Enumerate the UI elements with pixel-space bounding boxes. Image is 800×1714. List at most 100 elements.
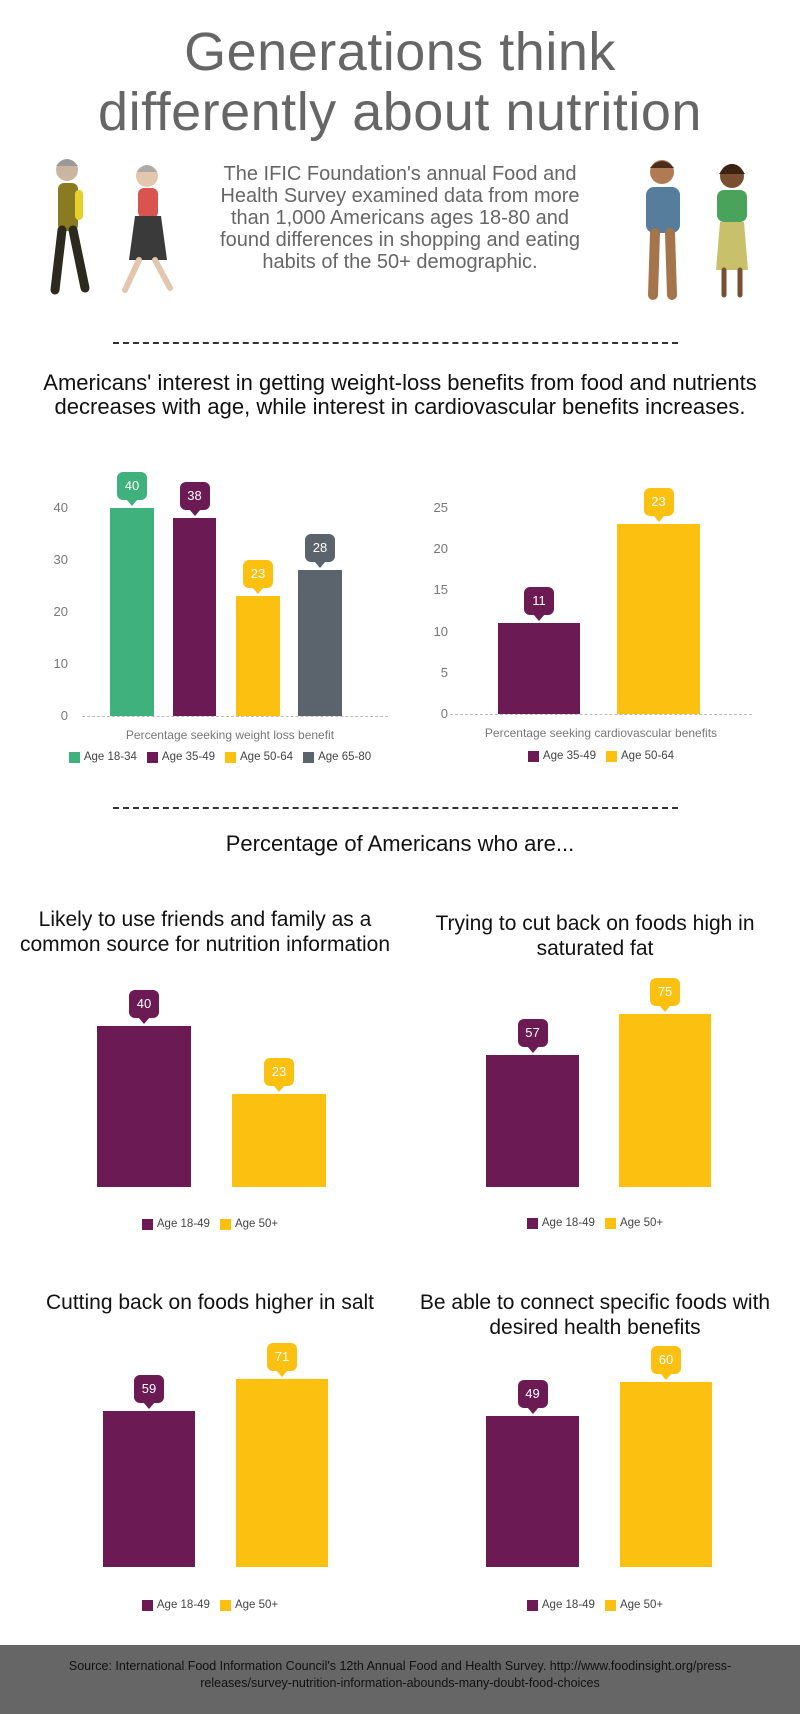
- legend-item: Age 50+: [604, 1217, 664, 1229]
- legend-label: Age 50+: [619, 1217, 664, 1229]
- x-axis-label: Percentage seeking weight loss benefit: [125, 728, 335, 742]
- legend-item: Age 50+: [219, 1599, 279, 1611]
- title-line-2: differently about nutrition: [98, 82, 702, 142]
- legend-label: Age 50-64: [240, 751, 294, 763]
- legend-swatch: [604, 1599, 616, 1611]
- data-label: 75: [650, 977, 680, 1012]
- bar: [97, 1025, 191, 1187]
- data-label: 71: [267, 1342, 297, 1377]
- legend-swatch: [219, 1218, 231, 1230]
- section1-heading: Americans' interest in getting weight-lo…: [43, 370, 757, 419]
- bar: [486, 1416, 579, 1567]
- legend-item: Age 35-49: [527, 750, 596, 762]
- bar: [619, 1013, 711, 1187]
- legend-item: Age 50-64: [606, 750, 674, 762]
- legend-item: Age 65-80: [303, 751, 371, 763]
- legend: Age 18-49 Age 50+: [410, 1599, 780, 1611]
- legend-item: Age 50-64: [225, 751, 293, 763]
- divider: [113, 342, 678, 344]
- source-text: Source: International Food Information C…: [68, 1659, 732, 1690]
- y-tick-label: 30: [53, 552, 68, 567]
- data-label: 11: [524, 587, 554, 622]
- bar: [110, 508, 154, 716]
- legend-swatch: [146, 751, 158, 763]
- y-tick-label: 5: [440, 664, 448, 680]
- legend-swatch: [604, 1217, 616, 1229]
- legend-swatch: [606, 750, 617, 762]
- legend-swatch: [225, 751, 236, 763]
- legend: Age 18-49 Age 50+: [20, 1599, 400, 1611]
- legend: Age 18-49 Age 50+: [410, 1217, 780, 1229]
- intro-text: The IFIC Foundation's annual Food and He…: [220, 163, 580, 273]
- footer: Source: International Food Information C…: [0, 1645, 800, 1714]
- bar: [620, 1382, 712, 1567]
- legend-label: Age 50+: [234, 1218, 279, 1230]
- data-label: 40: [117, 472, 147, 506]
- bar: [232, 1094, 326, 1187]
- data-label: 23: [264, 1058, 294, 1093]
- legend-swatch: [526, 1217, 538, 1229]
- legend-label: Age 18-49: [156, 1599, 210, 1611]
- older-couple-illustration: [50, 159, 173, 295]
- legend-label: Age 35-49: [542, 750, 596, 762]
- legend-label: Age 35-49: [161, 751, 215, 763]
- legend-swatch: [141, 1599, 153, 1611]
- title-line-1: Generations think: [184, 22, 616, 82]
- y-tick-label: 0: [60, 708, 68, 723]
- legend-item: Age 18-49: [526, 1599, 595, 1611]
- x-axis-label: Percentage seeking cardiovascular benefi…: [484, 726, 718, 740]
- legend-swatch: [303, 751, 315, 763]
- legend-label: Age 18-49: [541, 1599, 595, 1611]
- bar: [498, 623, 580, 714]
- legend-label: Age 50+: [234, 1599, 279, 1611]
- data-label: 28: [305, 534, 335, 569]
- legend-item: Age 18-49: [526, 1217, 595, 1229]
- data-label: 59: [134, 1374, 164, 1409]
- legend: Age 35-49 Age 50-64: [450, 750, 752, 762]
- divider: [113, 807, 678, 809]
- y-tick-label: 20: [53, 604, 68, 619]
- y-tick-label: 10: [53, 656, 68, 671]
- y-tick-label: 0: [440, 706, 448, 721]
- bar: [617, 524, 700, 714]
- legend-item: Age 18-49: [141, 1218, 210, 1230]
- data-label: 40: [129, 989, 159, 1024]
- legend-label: Age 18-49: [541, 1217, 595, 1229]
- bar: [236, 596, 280, 716]
- bar: [486, 1055, 579, 1187]
- chart-title: Cutting back on foods higher in salt: [45, 1291, 375, 1314]
- baseline: [450, 714, 752, 715]
- legend-label: Age 65-80: [318, 751, 372, 763]
- legend-item: Age 18-34: [68, 751, 137, 763]
- legend: Age 18-34 Age 35-49 Age 50-64 Age 65-80: [40, 751, 400, 763]
- bar: [236, 1378, 328, 1567]
- legend-label: Age 18-34: [83, 751, 137, 763]
- legend-swatch: [68, 751, 80, 763]
- baseline: [82, 716, 388, 717]
- legend-swatch: [526, 1599, 538, 1611]
- chart-title: Likely to use friends and family as a co…: [20, 908, 390, 956]
- legend-item: Age 50+: [219, 1218, 279, 1230]
- younger-couple-illustration: [646, 160, 748, 300]
- legend-label: Age 50+: [619, 1599, 664, 1611]
- y-tick-label: 40: [53, 500, 68, 515]
- data-label: 38: [179, 482, 210, 517]
- legend-swatch: [219, 1599, 231, 1611]
- legend-item: Age 18-49: [141, 1599, 210, 1611]
- data-label: 60: [651, 1346, 681, 1381]
- bar: [103, 1410, 195, 1567]
- y-tick-label: 20: [433, 541, 448, 557]
- y-tick-label: 10: [433, 623, 448, 639]
- y-tick-label: 25: [433, 500, 448, 515]
- bar: [298, 570, 342, 716]
- legend-label: Age 50-64: [621, 750, 675, 762]
- legend-item: Age 35-49: [146, 751, 215, 763]
- legend-swatch: [527, 750, 539, 762]
- bar: [173, 518, 216, 716]
- section2-heading: Percentage of Americans who are...: [225, 831, 575, 856]
- chart-title: Trying to cut back on foods high in satu…: [435, 912, 755, 960]
- page-title: Generations think differently about nutr…: [0, 22, 800, 142]
- data-label: 23: [243, 560, 273, 595]
- data-label: 49: [517, 1380, 548, 1415]
- data-label: 57: [517, 1019, 548, 1054]
